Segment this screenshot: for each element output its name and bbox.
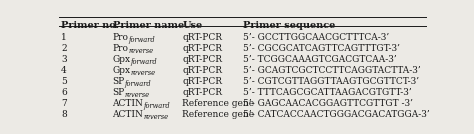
Text: 5: 5: [61, 77, 67, 86]
Text: 5’- GAGCAACACGGAGTTCGTTGT -3’: 5’- GAGCAACACGGAGTTCGTTGT -3’: [243, 99, 413, 108]
Text: 2: 2: [61, 44, 67, 53]
Text: Pro: Pro: [112, 33, 128, 42]
Text: SP: SP: [112, 77, 125, 86]
Text: 5’- TCGGCAAAGTCGACGTCAA-3’: 5’- TCGGCAAAGTCGACGTCAA-3’: [243, 55, 397, 64]
Text: qRT-PCR: qRT-PCR: [182, 77, 222, 86]
Text: 5’- GCAGTCGCTCCTTCAGGTACTTA-3’: 5’- GCAGTCGCTCCTTCAGGTACTTA-3’: [243, 66, 421, 75]
Text: Gpx: Gpx: [112, 55, 131, 64]
Text: Primer no.: Primer no.: [61, 21, 119, 30]
Text: 3: 3: [61, 55, 67, 64]
Text: Pro: Pro: [112, 44, 128, 53]
Text: SP: SP: [112, 88, 125, 97]
Text: reverse: reverse: [144, 113, 168, 122]
Text: 6: 6: [61, 88, 67, 97]
Text: Reference gene: Reference gene: [182, 110, 255, 119]
Text: qRT-PCR: qRT-PCR: [182, 33, 222, 42]
Text: Reference gene: Reference gene: [182, 99, 255, 108]
Text: forward: forward: [125, 80, 151, 88]
Text: 7: 7: [61, 99, 67, 108]
Text: 8: 8: [61, 110, 67, 119]
Text: 4: 4: [61, 66, 67, 75]
Text: 5’- GCCTTGGCAACGCTTTCA-3’: 5’- GCCTTGGCAACGCTTTCA-3’: [243, 33, 389, 42]
Text: qRT-PCR: qRT-PCR: [182, 66, 222, 75]
Text: 5’- CGTCGTTAGGTTAAGTGCGTTCT-3’: 5’- CGTCGTTAGGTTAAGTGCGTTCT-3’: [243, 77, 419, 86]
Text: ACTIN: ACTIN: [112, 99, 144, 108]
Text: forward: forward: [131, 58, 157, 66]
Text: forward: forward: [144, 102, 170, 110]
Text: qRT-PCR: qRT-PCR: [182, 44, 222, 53]
Text: 1: 1: [61, 33, 67, 42]
Text: forward: forward: [128, 36, 155, 44]
Text: reverse: reverse: [125, 91, 150, 99]
Text: Use: Use: [182, 21, 202, 30]
Text: qRT-PCR: qRT-PCR: [182, 88, 222, 97]
Text: Primer sequence: Primer sequence: [243, 21, 335, 30]
Text: qRT-PCR: qRT-PCR: [182, 55, 222, 64]
Text: Gpx: Gpx: [112, 66, 131, 75]
Text: ACTIN: ACTIN: [112, 110, 144, 119]
Text: reverse: reverse: [128, 47, 154, 55]
Text: 5’- TTTCAGCGCATTAAGACGTGTT-3’: 5’- TTTCAGCGCATTAAGACGTGTT-3’: [243, 88, 412, 97]
Text: Primer name: Primer name: [112, 21, 184, 30]
Text: 5’- CATCACCAACTGGGACGACATGGA-3’: 5’- CATCACCAACTGGGACGACATGGA-3’: [243, 110, 429, 119]
Text: 5’- CGCGCATCAGTTCAGTTTGT-3’: 5’- CGCGCATCAGTTCAGTTTGT-3’: [243, 44, 400, 53]
Text: reverse: reverse: [131, 69, 155, 77]
